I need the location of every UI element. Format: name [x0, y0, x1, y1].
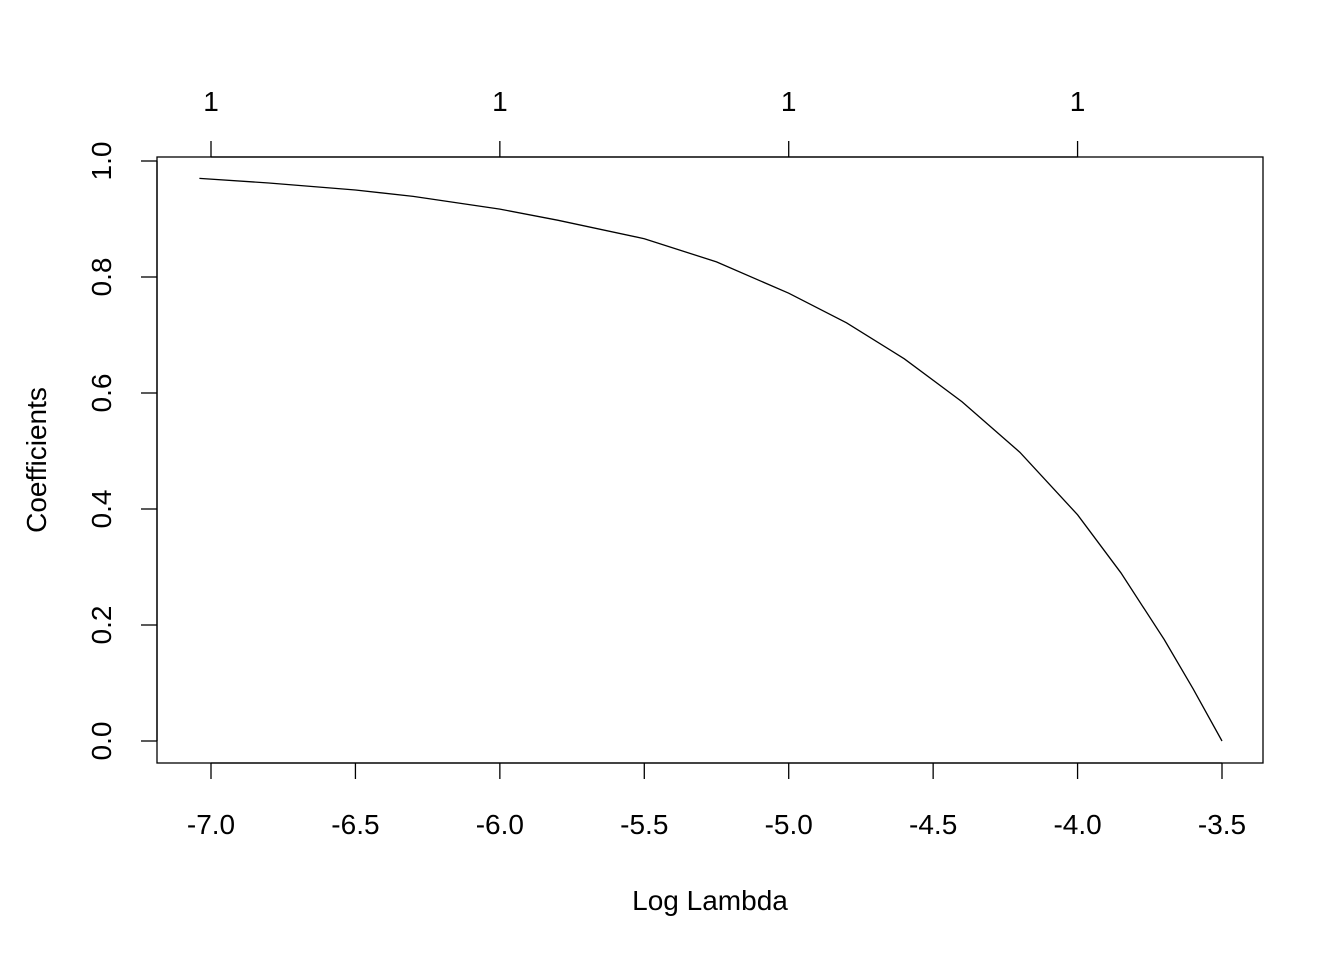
y-axis-title: Coefficients [21, 387, 52, 533]
top-tick-label: 1 [203, 86, 219, 117]
series-line-1 [199, 177, 1223, 742]
y-tick-label: 0.6 [86, 374, 117, 413]
x-axis: -7.0 -6.5 -6.0 -5.5 -5.0 -4.5 -4.0 -3.5 [187, 762, 1246, 840]
x-tick-label: -5.5 [620, 809, 668, 840]
x-tick-label: -3.5 [1198, 809, 1246, 840]
top-tick-label: 1 [781, 86, 797, 117]
y-tick-label: 0.4 [86, 490, 117, 529]
y-tick-label: 0.8 [86, 258, 117, 297]
y-tick-label: 0.0 [86, 722, 117, 761]
top-tick-label: 1 [1070, 86, 1086, 117]
plot-area-border [156, 156, 1264, 764]
y-axis: 0.0 0.2 0.4 0.6 0.8 1.0 [86, 142, 158, 761]
y-tick-label: 0.2 [86, 606, 117, 645]
x-tick-label: -4.5 [909, 809, 957, 840]
y-tick-label: 1.0 [86, 142, 117, 181]
x-tick-label: -7.0 [187, 809, 235, 840]
x-axis-title: Log Lambda [632, 885, 788, 916]
top-tick-label: 1 [492, 86, 508, 117]
x-tick-label: -4.0 [1053, 809, 1101, 840]
x-tick-label: -6.5 [331, 809, 379, 840]
top-axis: 1 1 1 1 [203, 86, 1086, 158]
x-tick-label: -6.0 [476, 809, 524, 840]
x-tick-label: -5.0 [765, 809, 813, 840]
series-layer [199, 177, 1223, 742]
